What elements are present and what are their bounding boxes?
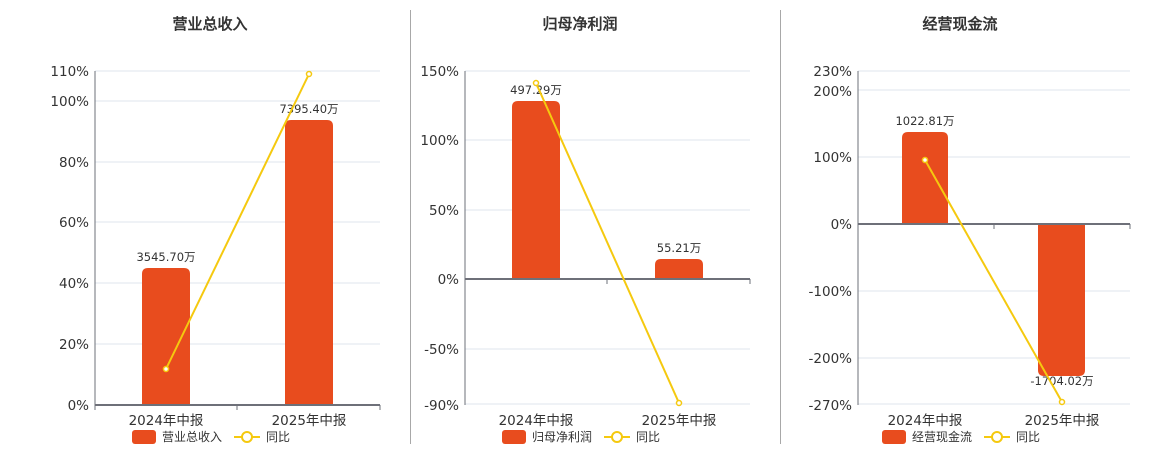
x-tick: 2024年中报 <box>129 413 204 429</box>
bar-labels: 1022.81万 -1704.02万 <box>895 114 1093 388</box>
x-tick: 2025年中报 <box>1025 413 1100 429</box>
panel-divider <box>410 10 411 444</box>
chart-net-profit: 150% 100% 50% 0% -50% -90% 497.29万 55.21… <box>420 64 751 429</box>
yoy-point[interactable] <box>162 365 170 373</box>
legend-bar-swatch[interactable] <box>132 429 156 444</box>
panel-operating-cashflow: 经营现金流 230% 200% 100% 0% -100% -200% -270… <box>780 0 1160 450</box>
x-ticks <box>857 224 1131 229</box>
chart-title: 营业总收入 <box>172 15 248 33</box>
x-axis-labels: 2024年中报 2025年中报 <box>499 413 717 429</box>
legend: 归母净利润 同比 <box>502 428 660 445</box>
bar-value-label: 497.29万 <box>510 83 562 97</box>
y-tick: 40% <box>59 276 89 292</box>
legend-line-icon[interactable] <box>984 430 1011 444</box>
y-tick: -90% <box>424 398 459 414</box>
yoy-point[interactable] <box>921 156 929 164</box>
bar-labels: 3545.70万 7395.40万 <box>136 102 338 264</box>
x-tick: 2024年中报 <box>499 413 574 429</box>
bar-value-label: 55.21万 <box>657 241 701 255</box>
y-tick: 100% <box>420 133 459 149</box>
legend-line-label[interactable]: 同比 <box>636 430 661 444</box>
panel-net-profit: 归母净利润 150% 100% 50% 0% -50% -90% 497.29万… <box>400 0 780 450</box>
yoy-point[interactable] <box>1058 398 1066 406</box>
legend-bar-swatch[interactable] <box>882 429 906 444</box>
y-tick: -270% <box>809 398 853 414</box>
legend: 经营现金流 同比 <box>882 428 1040 445</box>
bar-2024[interactable] <box>512 101 560 279</box>
bar-value-label: 1022.81万 <box>895 114 954 128</box>
y-tick: 100% <box>50 94 89 110</box>
x-tick: 2025年中报 <box>642 413 717 429</box>
bar-2025[interactable] <box>1038 224 1085 376</box>
y-tick: 0% <box>68 398 90 414</box>
grid-lines <box>465 70 750 405</box>
bars <box>512 101 703 279</box>
y-tick: 80% <box>59 155 89 171</box>
bar-2025[interactable] <box>655 259 703 279</box>
bar-2024[interactable] <box>142 268 190 405</box>
x-axis-labels: 2024年中报 2025年中报 <box>888 413 1100 429</box>
bar-value-label: 3545.70万 <box>136 250 195 264</box>
yoy-line <box>532 79 683 407</box>
legend-line-icon[interactable] <box>234 430 261 444</box>
bar-value-label: 7395.40万 <box>279 102 338 116</box>
x-axis-labels: 2024年中报 2025年中报 <box>129 413 347 429</box>
y-tick: 0% <box>438 272 460 288</box>
legend-bar-label[interactable]: 营业总收入 <box>162 430 223 444</box>
legend-bar-swatch[interactable] <box>502 429 526 444</box>
yoy-point[interactable] <box>532 79 540 87</box>
yoy-point[interactable] <box>305 70 313 78</box>
y-tick: 0% <box>831 217 853 233</box>
yoy-point[interactable] <box>675 399 683 407</box>
x-tick: 2025年中报 <box>272 413 347 429</box>
panel-divider <box>780 10 781 444</box>
x-tick: 2024年中报 <box>888 413 963 429</box>
x-ticks <box>94 405 381 410</box>
y-tick: 100% <box>813 150 852 166</box>
panel-revenue: 营业总收入 110% 100% 80% 60% 40% 20% 0% 3545.… <box>0 0 400 450</box>
y-tick: 20% <box>59 337 89 353</box>
x-ticks <box>464 279 751 284</box>
legend-bar-label[interactable]: 归母净利润 <box>532 430 593 444</box>
bars <box>142 120 333 405</box>
legend-bar-label[interactable]: 经营现金流 <box>912 430 973 444</box>
y-tick: -200% <box>809 351 853 367</box>
y-tick: -100% <box>809 284 853 300</box>
y-tick: 60% <box>59 215 89 231</box>
legend: 营业总收入 同比 <box>132 428 290 445</box>
chart-title: 经营现金流 <box>922 15 998 33</box>
bar-2025[interactable] <box>285 120 333 405</box>
legend-line-icon[interactable] <box>604 430 631 444</box>
y-tick: 200% <box>813 84 852 100</box>
y-axis-labels: 230% 200% 100% 0% -100% -200% -270% <box>809 64 853 414</box>
y-tick: 110% <box>50 64 89 80</box>
yoy-line <box>921 156 1066 406</box>
bar-labels: 497.29万 55.21万 <box>510 83 701 255</box>
y-axis-labels: 150% 100% 50% 0% -50% -90% <box>420 64 459 414</box>
bar-value-label: -1704.02万 <box>1030 374 1093 388</box>
yoy-line <box>162 70 313 373</box>
y-axis-labels: 110% 100% 80% 60% 40% 20% 0% <box>50 64 89 414</box>
y-tick: 50% <box>429 203 459 219</box>
chart-revenue: 110% 100% 80% 60% 40% 20% 0% 3545.70万 73… <box>50 64 381 429</box>
legend-line-label[interactable]: 同比 <box>1016 430 1041 444</box>
y-tick: -50% <box>424 342 459 358</box>
y-tick: 230% <box>813 64 852 80</box>
y-tick: 150% <box>420 64 459 80</box>
bar-2024[interactable] <box>902 132 948 224</box>
chart-title: 归母净利润 <box>542 15 618 33</box>
chart-operating-cashflow: 230% 200% 100% 0% -100% -200% -270% 1022… <box>809 64 1131 429</box>
bars <box>902 132 1085 376</box>
legend-line-label[interactable]: 同比 <box>266 430 291 444</box>
